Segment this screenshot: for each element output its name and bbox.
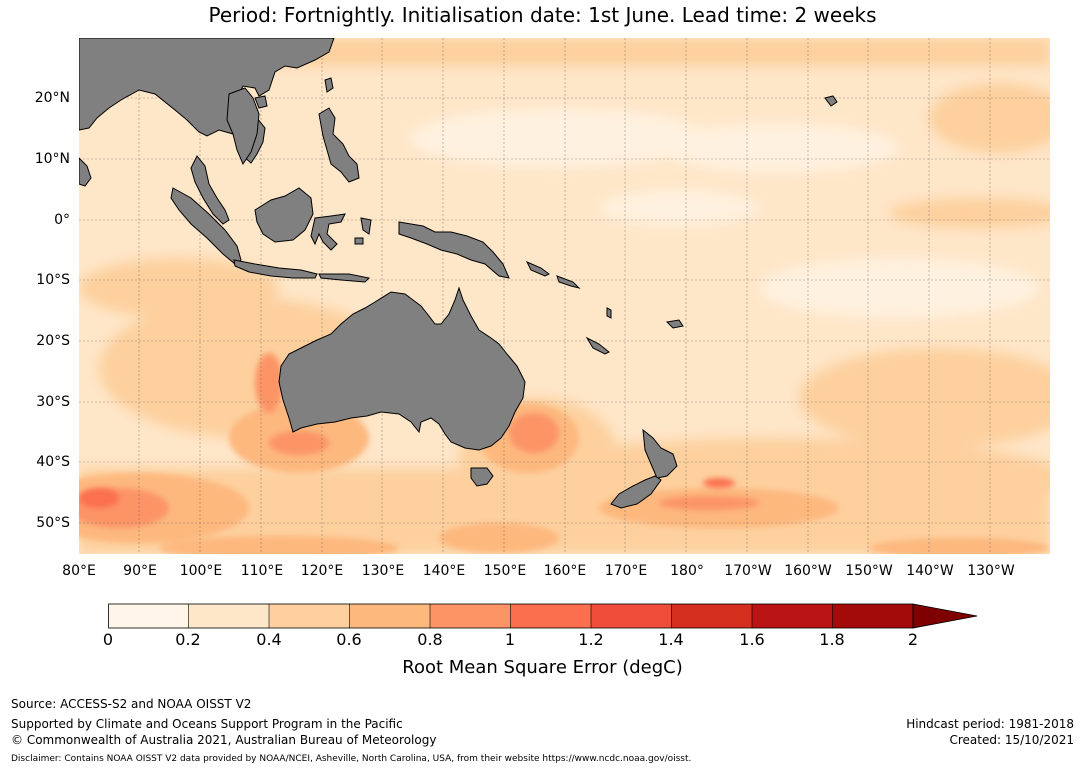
- lon-label-140w: 140°W: [906, 563, 954, 579]
- cb-tick-0-8: 0.8: [417, 630, 443, 649]
- colorbar-segment: [591, 604, 672, 628]
- colorbar-segment: [752, 604, 833, 628]
- colorbar-segment: [671, 604, 753, 628]
- colorbar-segment: [188, 604, 270, 628]
- colorbar-segment: [349, 604, 431, 628]
- new-zealand-north: [642, 428, 678, 479]
- cb-tick-1-4: 1.4: [658, 630, 684, 649]
- australia: [278, 286, 526, 451]
- asia-mainland: [79, 38, 335, 164]
- colorbar-segments: [108, 604, 914, 628]
- lon-label-170e: 170°E: [604, 563, 648, 579]
- hainan: [254, 95, 268, 109]
- cb-tick-1: 1: [504, 630, 516, 649]
- cb-tick-0-4: 0.4: [256, 630, 282, 649]
- lat-label-0: 0°: [54, 212, 70, 228]
- india-tip: [79, 157, 92, 187]
- graticule: [79, 38, 1050, 554]
- sulawesi: [310, 213, 346, 251]
- lat-label-40s: 40°S: [36, 454, 70, 470]
- lon-label-110e: 110°E: [240, 563, 284, 579]
- cb-tick-0: 0: [102, 630, 114, 649]
- borneo: [254, 187, 314, 243]
- lon-label-130e: 130°E: [361, 563, 405, 579]
- colorbar-extend-arrow: [912, 603, 978, 629]
- cb-tick-1-2: 1.2: [578, 630, 604, 649]
- colorbar-segment: [108, 604, 189, 628]
- disclaimer-text: Disclaimer: Contains NOAA OISST V2 data …: [11, 754, 692, 764]
- colorbar-segment: [832, 604, 914, 628]
- lon-label-160e: 160°E: [543, 563, 587, 579]
- new-guinea: [398, 221, 510, 279]
- new-caledonia: [585, 336, 610, 355]
- indochina: [226, 87, 260, 166]
- lon-label-150e: 150°E: [483, 563, 527, 579]
- cb-tick-1-6: 1.6: [739, 630, 765, 649]
- hindcast-period-text: Hindcast period: 1981-2018: [906, 717, 1074, 731]
- lon-label-80e: 80°E: [62, 563, 96, 579]
- lon-label-120e: 120°E: [300, 563, 344, 579]
- colorbar-label: Root Mean Square Error (degC): [402, 657, 683, 678]
- cb-tick-1-8: 1.8: [819, 630, 845, 649]
- lon-label-160w: 160°W: [784, 563, 832, 579]
- moluccas: [354, 217, 372, 245]
- taiwan: [324, 77, 334, 93]
- hawaii: [824, 95, 838, 107]
- lat-label-50s: 50°S: [36, 515, 70, 531]
- tasmania: [470, 467, 494, 487]
- colorbar-segment: [510, 604, 592, 628]
- map-title: Period: Fortnightly. Initialisation date…: [208, 3, 877, 27]
- new-zealand-south: [610, 475, 662, 509]
- lon-label-140e: 140°E: [422, 563, 466, 579]
- lat-label-20s: 20°S: [36, 333, 70, 349]
- colorbar-segment: [269, 604, 350, 628]
- rmse-field: [79, 38, 1050, 554]
- supported-text: Supported by Climate and Oceans Support …: [11, 717, 403, 731]
- lat-label-30s: 30°S: [36, 394, 70, 410]
- created-date-text: Created: 15/10/2021: [949, 733, 1074, 747]
- lon-label-90e: 90°E: [123, 563, 157, 579]
- source-text: Source: ACCESS-S2 and NOAA OISST V2: [11, 697, 252, 711]
- colorbar-outline: [108, 603, 914, 629]
- cb-tick-2: 2: [907, 630, 919, 649]
- java: [233, 259, 318, 279]
- lat-label-10s: 10°S: [36, 272, 70, 288]
- cb-tick-0-6: 0.6: [336, 630, 362, 649]
- lon-label-130w: 130°W: [967, 563, 1015, 579]
- land-masses: [79, 38, 838, 509]
- cb-tick-0-2: 0.2: [175, 630, 201, 649]
- lon-label-180: 180°: [670, 563, 704, 579]
- lat-label-20n: 20°N: [34, 90, 70, 106]
- rmse-map: [79, 38, 1050, 554]
- lon-label-150w: 150°W: [845, 563, 893, 579]
- vanuatu: [606, 307, 612, 319]
- malay-peninsula: [190, 155, 230, 225]
- lon-label-100e: 100°E: [179, 563, 223, 579]
- lon-label-170w: 170°W: [724, 563, 772, 579]
- colorbar-segment: [430, 604, 511, 628]
- lesser-sunda: [318, 273, 371, 283]
- lat-label-10n: 10°N: [34, 151, 70, 167]
- philippines: [318, 107, 360, 183]
- fiji: [665, 319, 684, 329]
- copyright-text: © Commonwealth of Australia 2021, Austra…: [11, 733, 437, 747]
- solomon-islands: [525, 261, 581, 289]
- colorbar: [108, 603, 978, 629]
